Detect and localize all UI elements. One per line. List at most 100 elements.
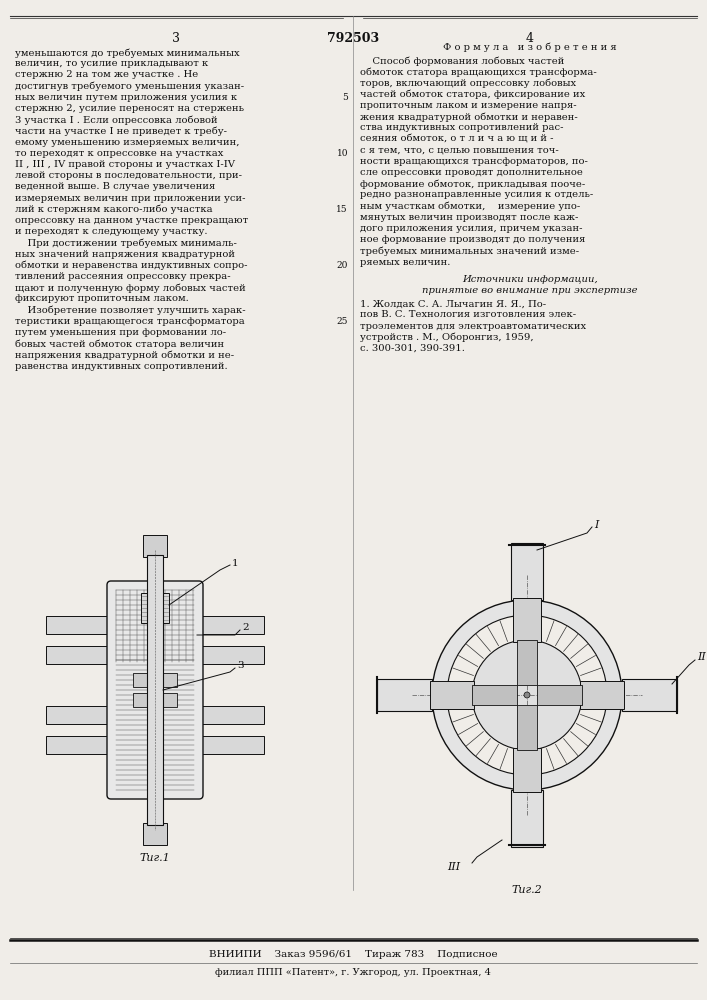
Text: III: III — [447, 862, 460, 872]
Bar — [517, 705, 537, 750]
Bar — [46, 646, 111, 664]
Text: троэлементов для электроавтоматических: троэлементов для электроавтоматических — [360, 322, 586, 331]
Text: принятые во внимание при экспертизе: принятые во внимание при экспертизе — [422, 286, 638, 295]
Text: 1: 1 — [232, 558, 239, 568]
Text: формование обмоток, прикладывая пооче-: формование обмоток, прикладывая пооче- — [360, 179, 585, 189]
Text: с я тем, что, с целью повышения точ-: с я тем, что, с целью повышения точ- — [360, 146, 559, 155]
Text: ности вращающихся трансформаторов, по-: ности вращающихся трансформаторов, по- — [360, 157, 588, 166]
Text: 792503: 792503 — [327, 32, 379, 45]
Text: ВНИИПИ    Заказ 9596/61    Тираж 783    Подписное: ВНИИПИ Заказ 9596/61 Тираж 783 Подписное — [209, 950, 497, 959]
Bar — [537, 685, 582, 705]
Text: Τиг.1: Τиг.1 — [139, 853, 170, 863]
Bar — [622, 679, 677, 711]
Circle shape — [524, 692, 530, 698]
Text: I: I — [594, 520, 598, 530]
Bar — [147, 555, 163, 825]
Text: ных величин путем приложения усилия к: ных величин путем приложения усилия к — [15, 93, 237, 102]
Text: 5: 5 — [342, 93, 348, 102]
Text: При достижении требуемых минималь-: При достижении требуемых минималь- — [15, 238, 237, 248]
Text: требуемых минимальных значений изме-: требуемых минимальных значений изме- — [360, 246, 579, 256]
Text: ІІ , ІІІ , ІV правой стороны и участках І-ІV: ІІ , ІІІ , ІV правой стороны и участках … — [15, 160, 235, 169]
Text: бовых частей обмоток статора величин: бовых частей обмоток статора величин — [15, 339, 224, 349]
Text: обмоток статора вращающихся трансформа-: обмоток статора вращающихся трансформа- — [360, 67, 597, 77]
Text: 15: 15 — [337, 205, 348, 214]
Text: ное формование производят до получения: ное формование производят до получения — [360, 235, 585, 244]
Text: пов В. С. Технология изготовления элек-: пов В. С. Технология изготовления элек- — [360, 310, 576, 319]
Circle shape — [432, 600, 622, 790]
Text: дого приложения усилия, причем указан-: дого приложения усилия, причем указан- — [360, 224, 583, 233]
Bar — [472, 685, 517, 705]
Circle shape — [472, 640, 582, 750]
Bar — [133, 673, 147, 687]
Text: жения квадратурной обмотки и неравен-: жения квадратурной обмотки и неравен- — [360, 112, 578, 121]
FancyBboxPatch shape — [107, 581, 203, 799]
Bar — [141, 593, 169, 623]
Text: 3: 3 — [172, 32, 180, 45]
Text: достигнув требуемого уменьшения указан-: достигнув требуемого уменьшения указан- — [15, 82, 244, 91]
Text: величин, то усилие прикладывают к: величин, то усилие прикладывают к — [15, 59, 209, 68]
Text: устройств . М., Оборонгиз, 1959,: устройств . М., Оборонгиз, 1959, — [360, 333, 534, 342]
Text: 10: 10 — [337, 149, 348, 158]
Text: пропиточным лаком и измерение напря-: пропиточным лаком и измерение напря- — [360, 101, 577, 110]
Bar — [513, 598, 541, 642]
Bar — [199, 706, 264, 724]
Bar — [511, 543, 543, 600]
Text: Источники информации,: Источники информации, — [462, 275, 598, 284]
Bar — [199, 646, 264, 664]
Bar — [517, 640, 537, 685]
Bar — [143, 535, 167, 557]
Text: опрессовку на данном участке прекращают: опрессовку на данном участке прекращают — [15, 216, 248, 225]
Text: 25: 25 — [337, 317, 348, 326]
Bar — [133, 693, 147, 707]
Text: 4: 4 — [526, 32, 534, 45]
Text: ным участкам обмотки,    измерение упо-: ным участкам обмотки, измерение упо- — [360, 202, 580, 211]
Text: ных значений напряжения квадратурной: ных значений напряжения квадратурной — [15, 250, 235, 259]
Text: частей обмоток статора, фиксирование их: частей обмоток статора, фиксирование их — [360, 90, 585, 99]
Text: Τиг.2: Τиг.2 — [512, 885, 542, 895]
Text: филиал ППП «Патент», г. Ужгород, ул. Проектная, 4: филиал ППП «Патент», г. Ужгород, ул. Про… — [215, 968, 491, 977]
Text: торов, включающий опрессовку лобовых: торов, включающий опрессовку лобовых — [360, 78, 576, 88]
Text: ряемых величин.: ряемых величин. — [360, 258, 450, 267]
Bar — [46, 706, 111, 724]
Text: лий к стержням какого-либо участка: лий к стержням какого-либо участка — [15, 205, 213, 214]
Text: напряжения квадратурной обмотки и не-: напряжения квадратурной обмотки и не- — [15, 350, 234, 360]
Text: мянутых величин производят после каж-: мянутых величин производят после каж- — [360, 213, 578, 222]
Text: стержню 2 на том же участке . Не: стержню 2 на том же участке . Не — [15, 70, 198, 79]
Text: фиксируют пропиточным лаком.: фиксируют пропиточным лаком. — [15, 294, 189, 303]
Text: 2: 2 — [242, 624, 249, 633]
Text: измеряемых величин при приложении уси-: измеряемых величин при приложении уси- — [15, 194, 245, 203]
Text: ства индуктивных сопротивлений рас-: ства индуктивных сопротивлений рас- — [360, 123, 563, 132]
Bar — [163, 693, 177, 707]
Text: сле опрессовки проводят дополнительное: сле опрессовки проводят дополнительное — [360, 168, 583, 177]
Text: уменьшаются до требуемых минимальных: уменьшаются до требуемых минимальных — [15, 48, 240, 57]
Text: емому уменьшению измеряемых величин,: емому уменьшению измеряемых величин, — [15, 138, 240, 147]
Text: и переходят к следующему участку.: и переходят к следующему участку. — [15, 227, 207, 236]
Bar — [199, 736, 264, 754]
Text: равенства индуктивных сопротивлений.: равенства индуктивных сопротивлений. — [15, 362, 228, 371]
Text: Изобретение позволяет улучшить харак-: Изобретение позволяет улучшить харак- — [15, 306, 245, 315]
Text: Ф о р м у л а   и з о б р е т е н и я: Ф о р м у л а и з о б р е т е н и я — [443, 42, 617, 51]
Text: II: II — [697, 652, 706, 662]
Text: то переходят к опрессовке на участках: то переходят к опрессовке на участках — [15, 149, 223, 158]
Bar — [46, 736, 111, 754]
Text: обмотки и неравенства индуктивных сопро-: обмотки и неравенства индуктивных сопро- — [15, 261, 247, 270]
Bar — [143, 823, 167, 845]
Text: 3 участка І . Если опрессовка лобовой: 3 участка І . Если опрессовка лобовой — [15, 115, 218, 125]
Text: путем уменьшения при формовании ло-: путем уменьшения при формовании ло- — [15, 328, 226, 337]
Text: 1. Жолдак С. А. Лычагин Я. Я., По-: 1. Жолдак С. А. Лычагин Я. Я., По- — [360, 299, 546, 308]
Bar — [163, 673, 177, 687]
Text: щают и полученную форму лобовых частей: щают и полученную форму лобовых частей — [15, 283, 246, 293]
Bar — [511, 790, 543, 847]
Bar — [46, 616, 111, 634]
Text: редно разнонаправленные усилия к отдель-: редно разнонаправленные усилия к отдель- — [360, 190, 593, 199]
Text: теристики вращающегося трансформатора: теристики вращающегося трансформатора — [15, 317, 245, 326]
Text: Способ формования лобовых частей: Способ формования лобовых частей — [360, 56, 564, 66]
Bar — [430, 681, 474, 709]
Text: с. 300-301, 390-391.: с. 300-301, 390-391. — [360, 344, 465, 353]
Text: 20: 20 — [337, 261, 348, 270]
Text: стержню 2, усилие переносят на стержень: стержню 2, усилие переносят на стержень — [15, 104, 244, 113]
Text: левой стороны в последовательности, при-: левой стороны в последовательности, при- — [15, 171, 242, 180]
Text: сеяния обмоток, о т л и ч а ю щ и й -: сеяния обмоток, о т л и ч а ю щ и й - — [360, 134, 554, 143]
Bar — [580, 681, 624, 709]
Circle shape — [447, 615, 607, 775]
